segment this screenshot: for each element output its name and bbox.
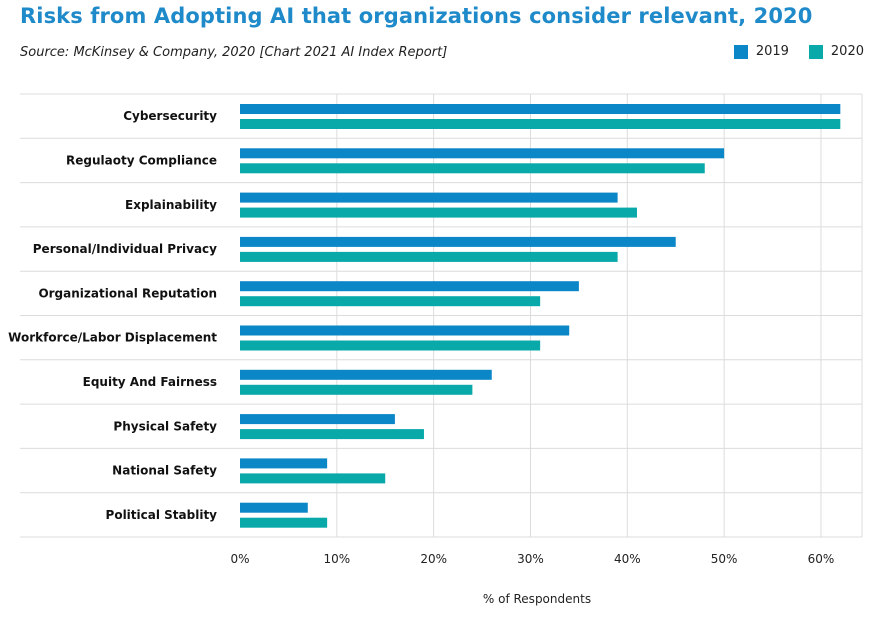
legend-label-2019: 2019 [755,44,789,59]
category-label: Workforce/Labor Displacement [8,331,217,345]
bar-2020 [240,207,637,218]
bar-2020 [240,119,841,129]
x-tick-label: 0% [230,552,249,566]
legend: 2019 2020 [714,44,864,59]
legend-swatch-2020 [808,44,823,59]
bar-2019 [240,148,725,159]
legend-swatch-2019 [733,44,748,59]
bar-2019 [240,281,579,292]
bar-2020 [240,251,618,262]
bar-2019 [240,414,395,425]
legend-label-2020: 2020 [830,44,864,59]
bar-2020 [240,517,328,528]
bar-2019 [240,104,841,114]
category-label: National Safety [112,464,217,478]
category-label: Physical Safety [113,419,217,433]
bar-2020 [240,163,705,174]
legend-item-2019: 2019 [733,44,789,59]
bar-2019 [240,325,570,336]
legend-item-2020: 2020 [808,44,864,59]
category-label: Equity And Fairness [83,375,217,389]
category-label: Regulaoty Compliance [66,153,217,167]
category-label: Political Stablity [106,508,218,522]
bar-2019 [240,192,618,203]
x-tick-label: 10% [323,552,350,566]
x-tick-label: 40% [614,552,641,566]
category-label: Cybersecurity [123,109,217,123]
category-label: Personal/Individual Privacy [33,242,217,256]
bar-2020 [240,340,541,351]
bar-2019 [240,369,492,380]
x-axis-title: % of Respondents [483,592,591,606]
bar-2020 [240,296,541,307]
x-tick-label: 50% [711,552,738,566]
x-tick-label: 30% [517,552,544,566]
category-label: Organizational Reputation [38,286,217,300]
bar-2020 [240,384,473,395]
bar-2020 [240,473,386,484]
category-label: Explainability [125,198,217,212]
x-tick-label: 60% [808,552,835,566]
bar-2019 [240,236,676,247]
chart-title: Risks from Adopting AI that organization… [20,4,813,28]
bar-2020 [240,429,424,440]
chart-subtitle: Source: McKinsey & Company, 2020 [Chart … [20,45,448,60]
x-tick-label: 20% [420,552,447,566]
bar-2019 [240,458,328,469]
bar-2019 [240,502,308,513]
